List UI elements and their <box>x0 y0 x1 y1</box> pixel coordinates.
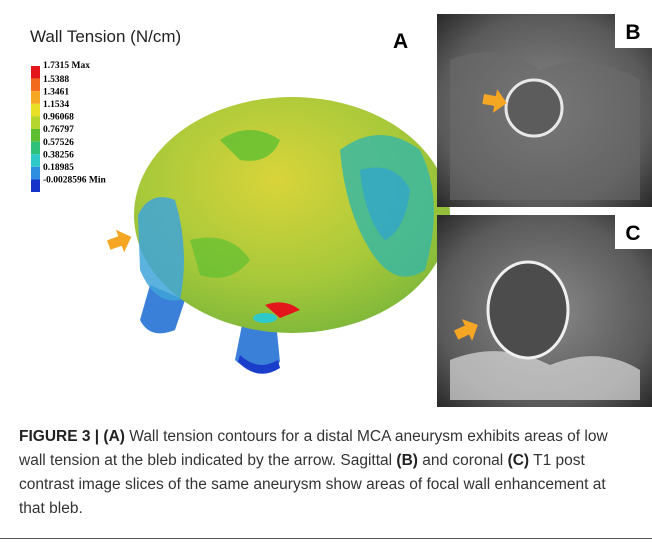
legend-label: 1.5388 <box>43 75 69 85</box>
mri-panel-c: C <box>437 215 652 407</box>
legend-swatch <box>31 66 40 79</box>
legend-swatch <box>31 79 40 92</box>
caption-text: and coronal <box>418 452 508 469</box>
caption: FIGURE 3 | (A) Wall tension contours for… <box>19 425 625 521</box>
divider <box>0 538 652 539</box>
legend-label: 1.3461 <box>43 87 69 97</box>
legend-swatch <box>31 129 40 142</box>
legend-label: 0.57526 <box>43 138 74 148</box>
panel-label: B <box>625 21 640 44</box>
mri-panel-b: B <box>437 14 652 207</box>
figure: Wall Tension (N/cm) 1.7315 Max 1.5388 1.34… <box>0 0 652 415</box>
caption-text: (B) <box>396 452 418 469</box>
page: Wall Tension (N/cm) 1.7315 Max 1.5388 1.34… <box>0 0 652 542</box>
legend-label: 0.18985 <box>43 163 74 173</box>
legend-label: 0.38256 <box>43 150 74 160</box>
caption-text: (C) <box>508 452 530 469</box>
panel-title: Wall Tension (N/cm) <box>30 27 181 46</box>
legend-swatch <box>31 179 40 192</box>
legend-swatch <box>31 142 40 155</box>
panel-label: A <box>393 30 408 53</box>
legend-swatch <box>31 104 40 117</box>
caption-text: FIGURE 3 | (A) <box>19 428 125 445</box>
legend-label: 1.7315 Max <box>43 61 90 71</box>
legend-label: 0.96068 <box>43 113 74 123</box>
legend-swatch <box>31 154 40 167</box>
legend-label: 1.1534 <box>43 100 69 110</box>
panel-label: C <box>625 222 640 245</box>
legend-swatch <box>31 116 40 129</box>
legend: 1.7315 Max 1.5388 1.3461 1.1534 0.96068 0.767… <box>31 61 107 192</box>
legend-label: -0.0028596 Min <box>43 176 107 186</box>
legend-label: 0.76797 <box>43 125 74 135</box>
legend-swatch <box>31 167 40 180</box>
aneurysm-model <box>105 97 450 374</box>
legend-swatch <box>31 91 40 104</box>
